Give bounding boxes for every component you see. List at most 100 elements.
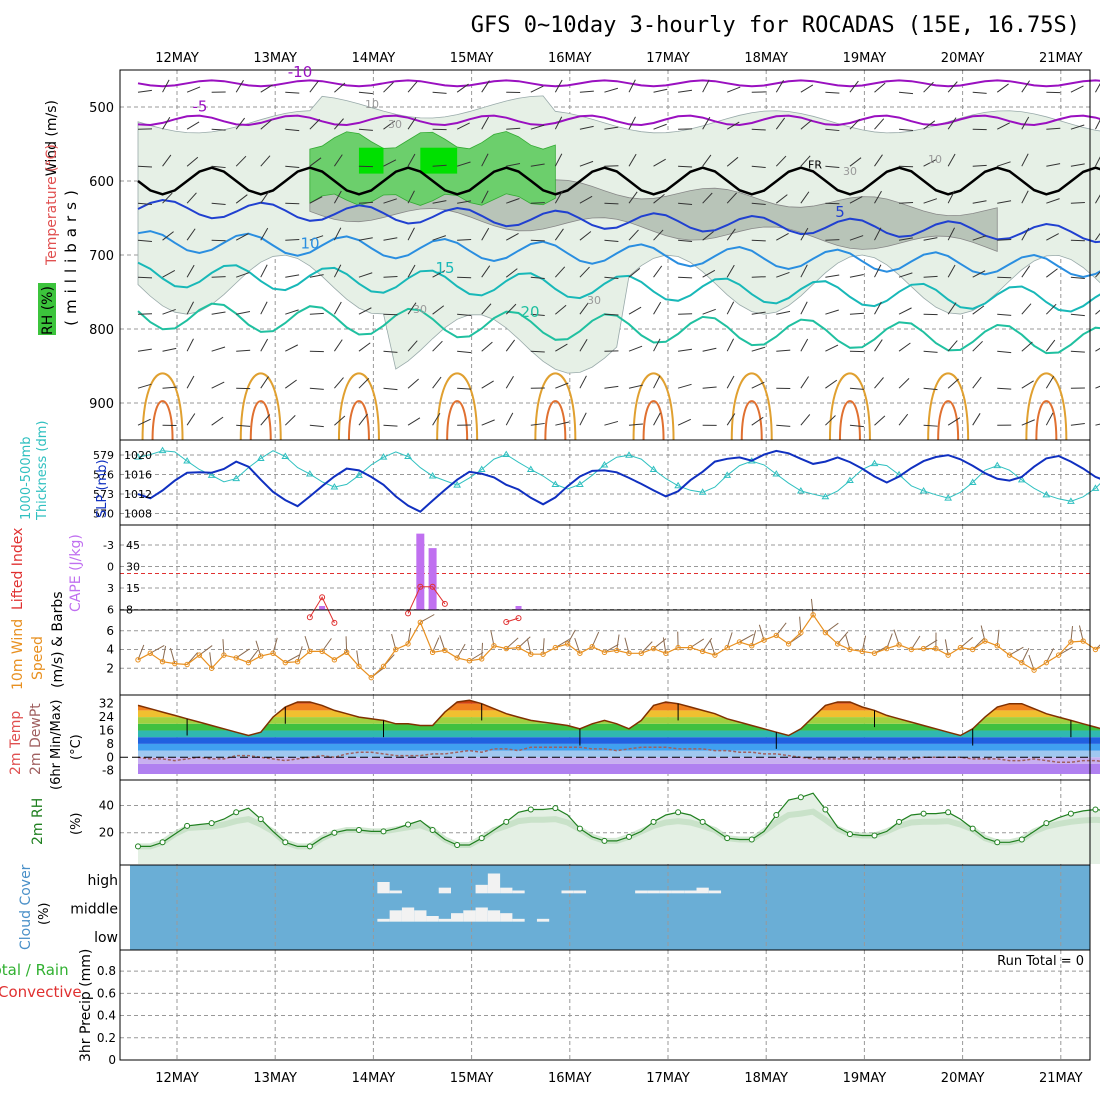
dewpoint-line	[137, 746, 1100, 764]
wind-barb	[678, 202, 693, 206]
wind-speed-point	[368, 674, 374, 681]
wind-barb	[481, 341, 493, 352]
li-tick-label: 6	[107, 604, 114, 617]
rh-point	[650, 818, 657, 825]
warm-contour-loop	[436, 372, 479, 441]
precip-tick-label: 0.2	[97, 1031, 116, 1045]
wind-speed-point	[724, 644, 730, 651]
wind-barb	[162, 269, 176, 278]
middle-cloud-bar	[463, 910, 476, 922]
wind-barb	[530, 202, 545, 204]
wind-barb	[481, 190, 489, 204]
wind-barb	[506, 162, 521, 167]
wind-speed-point	[834, 641, 841, 647]
wind-barb	[186, 228, 196, 241]
warm-contour-loop	[249, 400, 272, 441]
rh-point	[282, 839, 289, 846]
temp-axis-label: 2m Temp	[8, 711, 24, 775]
wind-barb	[1070, 163, 1085, 167]
wind-barb	[457, 239, 472, 241]
wind-speed-point	[147, 650, 153, 656]
wind-speed-point	[675, 644, 681, 651]
thickness-point	[821, 492, 830, 500]
wind-barb	[162, 386, 177, 389]
wind-barb	[923, 120, 936, 130]
thickness-point	[674, 481, 682, 489]
temp-units-axis-label: (°C)	[69, 734, 84, 760]
rh-point	[724, 835, 731, 842]
wind-barb	[628, 306, 642, 315]
wind-barb	[604, 202, 619, 205]
wind-barb	[849, 387, 864, 390]
wind-speed-point	[822, 629, 829, 636]
wind-barb	[825, 202, 840, 205]
wind-speed-point	[282, 659, 288, 666]
wind-barb	[235, 233, 249, 241]
wind-barb	[923, 424, 938, 427]
wind-barb	[284, 415, 296, 426]
wind-barb	[285, 309, 299, 315]
wind-barb	[285, 379, 297, 389]
wind-speed-point	[172, 660, 178, 667]
wind-barb	[825, 415, 836, 426]
rh-point	[576, 825, 583, 832]
wind-barb	[137, 383, 152, 389]
cape-bar	[515, 606, 522, 610]
wind-barb	[432, 305, 445, 315]
wind-barb	[162, 231, 174, 241]
wind-barb	[677, 383, 692, 389]
wind-barb	[947, 227, 956, 241]
wind-barb	[530, 124, 545, 130]
dewpoint-axis-label: 2m DewPt	[28, 703, 44, 775]
temp-tick-label: 32	[99, 697, 114, 711]
wind-barb	[653, 229, 664, 241]
wind-barb	[383, 350, 398, 353]
wind-barb	[923, 387, 938, 391]
data-layer	[38, 79, 1100, 922]
wind-barb	[260, 414, 271, 426]
temp-tick-label: -8	[102, 764, 114, 778]
wind-barb	[1021, 380, 1034, 389]
wind-barb	[874, 118, 885, 130]
lifted-index-point	[515, 615, 522, 622]
wind-barb	[702, 116, 711, 130]
wind-barb	[997, 313, 1012, 316]
wind-barb	[186, 264, 195, 278]
wind-speed-point	[1055, 652, 1062, 658]
wind-speed-point	[196, 652, 203, 658]
wind-barb	[1045, 376, 1055, 389]
temperature-line	[137, 699, 1100, 737]
wind-barb	[972, 164, 987, 167]
wind-barb	[702, 231, 714, 241]
wind-barb	[211, 381, 225, 389]
wind-barb	[1070, 202, 1085, 204]
rh-point	[601, 837, 608, 844]
wind-speed-point	[491, 643, 497, 649]
thickness-point	[1091, 484, 1100, 491]
wind-barb	[407, 302, 417, 315]
rh-point	[380, 828, 387, 835]
wind-speed-point	[307, 648, 313, 655]
panel-frame-cape	[119, 524, 1091, 611]
date-label-top: 12MAY	[155, 51, 199, 66]
wind-barb	[800, 338, 809, 352]
wind-barb	[432, 235, 446, 241]
rh-contour-label: 30	[388, 118, 402, 131]
wind-barb	[678, 89, 693, 93]
wind-barb	[1021, 341, 1033, 352]
wind-speed-point	[319, 648, 325, 655]
wind-barb	[972, 413, 981, 426]
warm-contour-loop	[927, 372, 970, 441]
wind-speed-point	[1031, 667, 1037, 673]
rh2m-units-axis-label: (%)	[69, 813, 84, 836]
wind-barb	[309, 424, 324, 428]
wind-speed-point	[577, 650, 583, 656]
cloud-level-label: middle	[70, 902, 118, 918]
wind-barb	[899, 128, 914, 131]
wind-speed-point	[429, 649, 436, 656]
wind-barb	[260, 227, 269, 241]
temperature-band	[138, 763, 1100, 774]
wind-barb	[456, 122, 470, 130]
wind-barb	[186, 301, 195, 315]
